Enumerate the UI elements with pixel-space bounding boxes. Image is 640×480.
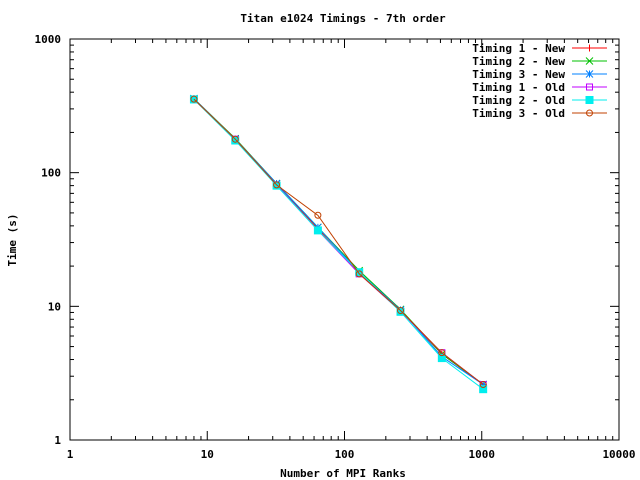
legend-label: Timing 3 - Old (472, 107, 565, 120)
data-point-part (585, 70, 594, 78)
data-point-part (397, 307, 405, 315)
series-layer (189, 94, 488, 394)
legend-label: Timing 1 - New (472, 42, 565, 55)
y-tick-label: 100 (41, 167, 61, 180)
legend-marker (585, 96, 594, 104)
data-point-part (231, 136, 240, 145)
data-point (313, 226, 322, 235)
data-point-part (585, 57, 594, 65)
legend-marker (585, 57, 594, 65)
data-point-part (586, 109, 593, 117)
y-axis: 1 10 100 1000 (35, 33, 619, 447)
data-point-part (231, 135, 239, 143)
data-point (438, 349, 446, 357)
legend-marker (586, 83, 593, 91)
x-tick-label: 1 (67, 448, 74, 461)
data-point (355, 268, 364, 277)
legend-label: Timing 3 - New (472, 68, 565, 81)
legend-label: Timing 2 - New (472, 55, 565, 68)
y-tick-label: 1000 (35, 33, 62, 46)
data-point-part (313, 226, 322, 235)
legend-entry: Timing 1 - Old (472, 81, 607, 94)
data-point-part (586, 83, 593, 91)
data-point-part (479, 385, 488, 394)
data-point (231, 135, 239, 143)
data-point (190, 95, 198, 103)
legend-entry: Timing 1 - New (472, 42, 607, 55)
data-point (355, 270, 363, 278)
data-point (479, 385, 488, 394)
chart-title: Titan e1024 Timings - 7th order (240, 12, 446, 25)
data-point (397, 307, 405, 315)
legend-entry: Timing 3 - New (472, 68, 607, 81)
data-point (437, 354, 446, 363)
series-line (193, 98, 484, 385)
x-tick-label: 10 (201, 448, 214, 461)
legend-marker (585, 70, 594, 78)
legend-entry: Timing 2 - Old (472, 94, 607, 107)
x-axis-label: Number of MPI Ranks (280, 467, 406, 480)
data-point (396, 307, 405, 316)
legend-label: Timing 2 - Old (472, 94, 565, 107)
legend-entry: Timing 3 - Old (472, 107, 607, 120)
x-tick-label: 10000 (602, 448, 635, 461)
series-6 (190, 95, 487, 389)
legend-entry: Timing 2 - New (472, 55, 607, 68)
legend-marker (586, 44, 593, 52)
x-tick-label: 100 (335, 448, 355, 461)
data-point (231, 136, 240, 145)
legend-label: Timing 1 - Old (472, 81, 565, 94)
y-axis-label: Time (s) (6, 214, 19, 267)
y-tick-label: 1 (54, 434, 61, 447)
data-point-part (355, 270, 363, 278)
data-point-part (585, 96, 594, 104)
data-point-part (273, 181, 281, 189)
series-line (193, 99, 484, 390)
y-tick-label: 10 (48, 300, 61, 313)
data-point (273, 181, 281, 189)
legend-marker (586, 109, 593, 117)
x-tick-label: 1000 (469, 448, 496, 461)
data-point-part (396, 307, 405, 316)
data-point-part (437, 354, 446, 363)
data-point (479, 381, 487, 389)
data-point (314, 211, 322, 219)
data-point-part (314, 211, 322, 219)
data-point-part (190, 95, 198, 103)
x-axis: 1 10 100 1000 10000 (67, 39, 636, 461)
data-point-part (355, 268, 364, 277)
data-point-part (479, 381, 487, 389)
data-point-part (438, 349, 446, 357)
